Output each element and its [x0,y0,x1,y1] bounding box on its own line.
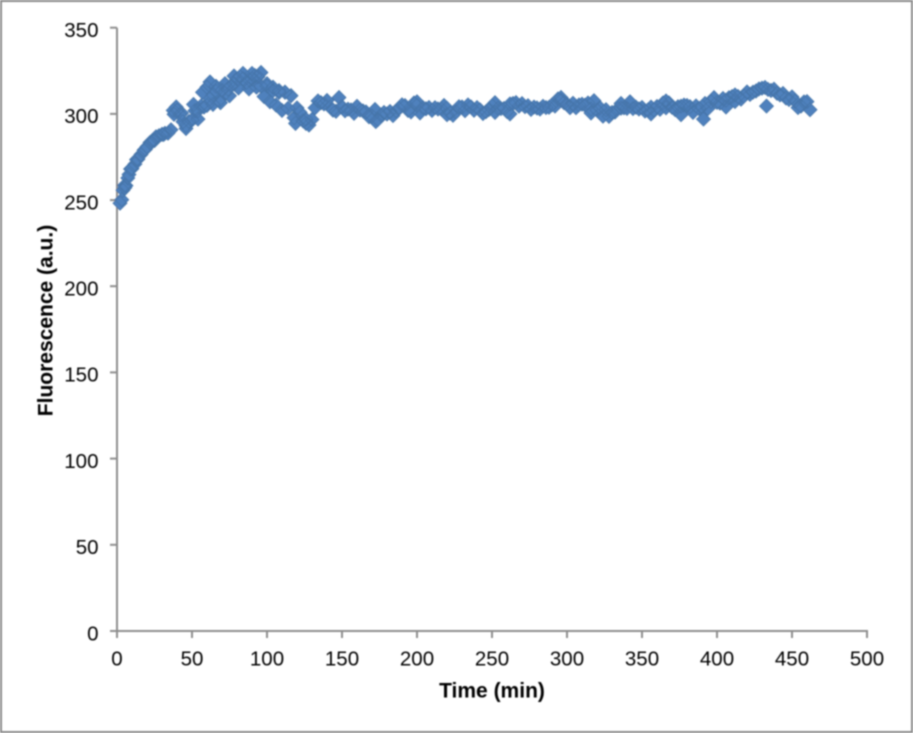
svg-text:0: 0 [87,622,98,645]
svg-text:150: 150 [64,364,98,387]
svg-text:50: 50 [76,536,99,559]
svg-text:Fluorescence (a.u.): Fluorescence (a.u.) [35,225,58,416]
svg-text:250: 250 [475,648,509,671]
svg-text:100: 100 [64,450,98,473]
svg-text:350: 350 [64,19,98,42]
svg-text:50: 50 [181,648,204,671]
svg-text:200: 200 [400,648,434,671]
svg-text:400: 400 [700,648,734,671]
svg-text:200: 200 [64,278,98,301]
svg-text:350: 350 [625,648,659,671]
svg-text:500: 500 [850,648,884,671]
svg-text:300: 300 [64,105,98,128]
svg-text:300: 300 [550,648,584,671]
svg-text:450: 450 [775,648,809,671]
svg-text:150: 150 [325,648,359,671]
svg-text:0: 0 [111,648,122,671]
svg-text:100: 100 [250,648,284,671]
svg-text:Time (min): Time (min) [439,680,545,703]
svg-text:250: 250 [64,191,98,214]
